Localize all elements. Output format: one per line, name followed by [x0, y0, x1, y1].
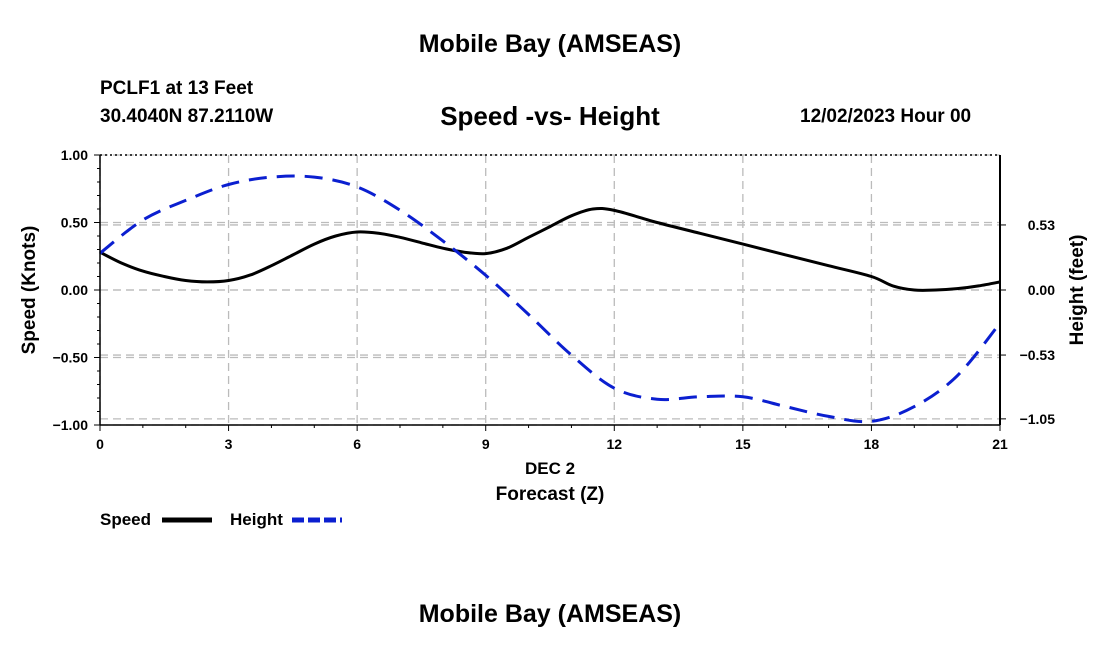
series-line-height [99, 174, 1002, 424]
x-tick-label: 15 [735, 436, 751, 452]
forecast-datetime: 12/02/2023 Hour 00 [800, 106, 972, 127]
y-tick-label: 0.00 [61, 282, 88, 298]
series-layer [99, 174, 1002, 424]
x-tick-label: 3 [225, 436, 233, 452]
x-tick-label: 12 [606, 436, 622, 452]
x-tick-label: 6 [353, 436, 361, 452]
x-tick-label: 21 [992, 436, 1008, 452]
y2-tick-label: 0.53 [1028, 217, 1055, 233]
chart-subtitle: Speed -vs- Height [440, 101, 660, 131]
chart-main-title: Mobile Bay (AMSEAS) [418, 30, 682, 58]
y-tick-label: 1.00 [61, 147, 88, 163]
x-axis-title: Forecast (Z) [496, 484, 605, 505]
y2-tick-label: 0.00 [1028, 282, 1055, 298]
footer-title: Mobile Bay (AMSEAS) [418, 600, 682, 628]
y2-tick-label: −0.53 [1020, 347, 1056, 363]
legend-speed-label: Speed [100, 510, 152, 529]
station-coordinates: 30.4040N 87.2110W [100, 106, 274, 127]
x-tick-label: 18 [864, 436, 880, 452]
series-line-speed [99, 206, 1001, 292]
y2-tick-label: −1.05 [1020, 411, 1056, 427]
station-label: PCLF1 at 13 Feet [100, 78, 254, 99]
y-tick-label: 0.50 [61, 215, 88, 231]
x-axis-date-label: DEC 2 [525, 459, 575, 478]
axes-layer [94, 154, 1006, 431]
y-tick-label: −0.50 [53, 350, 89, 366]
grid-layer [99, 154, 1001, 426]
legend-height-label: Height [230, 510, 283, 529]
labels-layer: 1.00 0.50 0.00 −0.50 −1.00 0.53 0.00 −0.53 −1.05… [19, 147, 1088, 523]
y-axis-title: Speed (Knots) [19, 226, 40, 355]
x-tick-label: 0 [96, 436, 104, 452]
y-tick-label: −1.00 [53, 417, 89, 433]
x-tick-label: 9 [482, 436, 490, 452]
y2-axis-title: Height (feet) [1067, 235, 1088, 346]
